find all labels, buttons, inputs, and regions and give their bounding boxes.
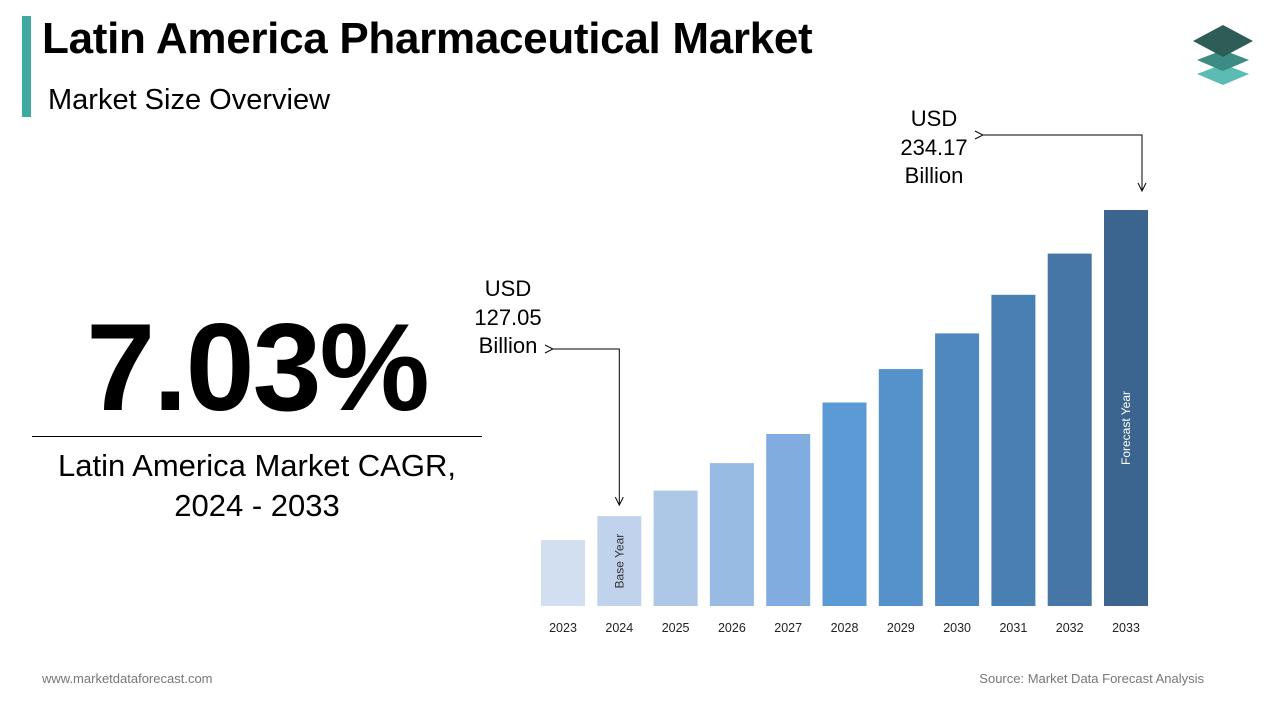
x-tick-label-2023: 2023 xyxy=(549,621,577,635)
bar-2032 xyxy=(1047,253,1092,606)
cagr-divider xyxy=(32,436,482,437)
bar-2027 xyxy=(766,434,811,606)
bar-label-2033: Forecast Year xyxy=(1119,391,1133,465)
bar-2023 xyxy=(541,540,585,606)
bar-label-2024: Base Year xyxy=(612,534,626,589)
cagr-label-line1: Latin America Market CAGR, xyxy=(58,448,456,483)
x-tick-label-2024: 2024 xyxy=(605,621,633,635)
page-title: Latin America Pharmaceutical Market xyxy=(42,14,813,63)
bar-2024 xyxy=(597,516,642,606)
cagr-label-line2: 2024 - 2033 xyxy=(174,488,340,523)
website-link[interactable]: www.marketdataforecast.com xyxy=(42,671,213,686)
end-value-callout: USD 234.17 Billion xyxy=(884,105,984,191)
end-callout-unit: Billion xyxy=(904,163,964,188)
cagr-value: 7.03% xyxy=(86,299,430,437)
bar-2025 xyxy=(653,490,698,606)
bar-2029 xyxy=(878,369,923,606)
x-tick-label-2027: 2027 xyxy=(774,621,802,635)
end-callout-amount: 234.17 xyxy=(900,134,968,160)
x-tick-label-2032: 2032 xyxy=(1056,621,1084,635)
x-tick-label-2033: 2033 xyxy=(1112,621,1140,635)
cagr-label: Latin America Market CAGR, 2024 - 2033 xyxy=(32,446,482,526)
bar-2033 xyxy=(1104,210,1148,606)
end-callout-arrow xyxy=(983,135,1142,191)
start-callout-amount: 127.05 xyxy=(474,304,542,330)
stacked-layers-icon xyxy=(1193,25,1253,85)
start-callout-arrow xyxy=(553,349,619,505)
x-tick-label-2029: 2029 xyxy=(887,621,915,635)
x-tick-label-2028: 2028 xyxy=(831,621,859,635)
x-tick-label-2025: 2025 xyxy=(662,621,690,635)
x-tick-label-2030: 2030 xyxy=(943,621,971,635)
page-subtitle: Market Size Overview xyxy=(48,84,331,116)
start-callout-unit: Billion xyxy=(478,333,538,358)
bar-2026 xyxy=(709,463,754,606)
x-tick-label-2031: 2031 xyxy=(999,621,1027,635)
start-value-callout: USD 127.05 Billion xyxy=(458,275,558,361)
bar-2030 xyxy=(935,333,980,606)
bar-2031 xyxy=(991,294,1036,606)
source-note: Source: Market Data Forecast Analysis xyxy=(979,671,1204,686)
title-accent-bar xyxy=(22,16,31,117)
x-tick-label-2026: 2026 xyxy=(718,621,746,635)
start-callout-currency: USD xyxy=(484,276,532,301)
end-callout-currency: USD xyxy=(910,106,958,131)
bar-2028 xyxy=(822,402,867,606)
